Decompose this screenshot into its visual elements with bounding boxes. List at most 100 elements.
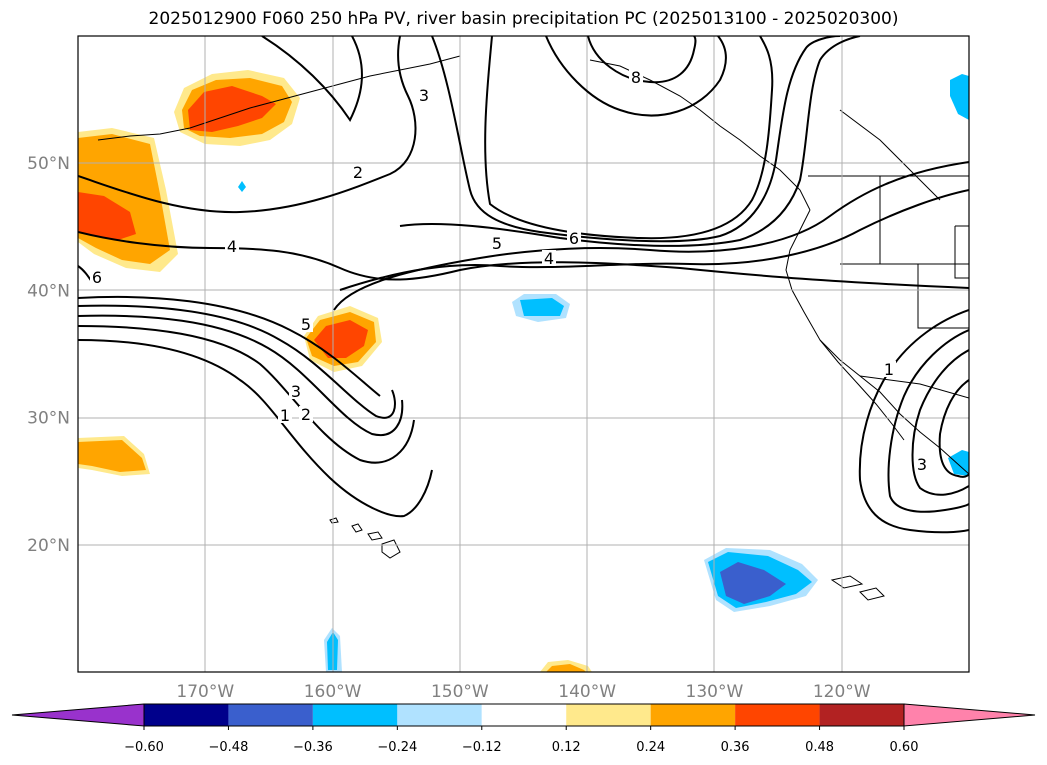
pv-contour-7 xyxy=(78,36,417,214)
pv-contour-3 xyxy=(78,314,404,437)
precip-positive-regions xyxy=(78,70,592,672)
colorbar-box xyxy=(228,704,313,726)
pv-contour-1 xyxy=(78,339,433,518)
contour-label: 6 xyxy=(92,268,102,287)
pv-contour-19 xyxy=(938,379,969,478)
island-3 xyxy=(367,531,383,541)
contour-label-bg xyxy=(299,316,313,332)
pv-contour-15 xyxy=(587,36,697,84)
colorbar-ticks: −0.60 −0.48 −0.36 −0.24 −0.12 0.12 0.24 0.36 0.4… xyxy=(124,726,918,755)
colorbar-box xyxy=(735,704,820,726)
lon-tick-label: 120°W xyxy=(813,682,871,702)
contour-label: 1 xyxy=(280,406,290,425)
contour-label: 3 xyxy=(291,382,301,401)
pv-contour-18 xyxy=(911,349,969,496)
colorbar-box xyxy=(819,704,904,726)
lon-tick-label: 130°W xyxy=(686,682,744,702)
contour-label: 6 xyxy=(569,229,579,248)
contour-label: 3 xyxy=(917,455,927,474)
contour-label-bg xyxy=(629,69,643,85)
island-east-2 xyxy=(859,587,885,601)
precip-blob-west-core xyxy=(78,192,136,240)
lon-ticks: 170°W 160°W 150°W 140°W 130°W 120°W xyxy=(176,682,870,702)
precip-negative-regions xyxy=(238,74,969,672)
contour-label-bg xyxy=(542,250,556,266)
chart-title: 2025012900 F060 250 hPa PV, river basin … xyxy=(148,9,899,29)
pv-contour-11 xyxy=(399,36,861,247)
lat-tick-label: 40°N xyxy=(27,281,70,301)
lon-tick-label: 160°W xyxy=(304,682,362,702)
colorbar-box xyxy=(312,704,398,726)
pv-contour-13 xyxy=(484,36,774,240)
colorbar-outline xyxy=(143,703,905,727)
contour-label: 2 xyxy=(301,405,311,424)
precip-neg-hawaii-east-core xyxy=(720,562,786,604)
pv-contour-16 xyxy=(858,309,969,534)
contour-label-bg xyxy=(278,407,292,423)
pv-contour-5 xyxy=(78,295,381,397)
contour-label-bg xyxy=(225,238,239,254)
colorbar-tick-label: −0.48 xyxy=(209,740,249,755)
contour-label-bg xyxy=(289,383,303,399)
pv-contour-10 xyxy=(333,161,969,311)
precip-blob-bottom-mid xyxy=(546,664,586,672)
contour-label: 4 xyxy=(544,249,554,268)
island-big xyxy=(381,539,401,559)
colorbar-tick-label: 0.24 xyxy=(636,740,665,755)
pv-contour-12 xyxy=(431,36,841,243)
lon-tick-label: 150°W xyxy=(431,682,489,702)
colorbar-tick-label: 0.48 xyxy=(805,740,834,755)
contour-label-bg xyxy=(567,230,581,246)
contour-label-bg xyxy=(351,164,365,180)
island-east-1 xyxy=(830,575,864,589)
island-2 xyxy=(351,523,363,533)
contour-label: 1 xyxy=(884,360,894,379)
pv-contour-8 xyxy=(261,36,363,122)
contour-label-bg xyxy=(299,406,313,422)
map-frame xyxy=(77,35,970,673)
contour-label: 5 xyxy=(301,315,311,334)
pv-contour-9 xyxy=(339,189,969,291)
contour-label: 3 xyxy=(419,86,429,105)
precip-neg-mid-pacific-core xyxy=(520,298,564,316)
colorbar xyxy=(11,703,1036,727)
lon-tick-label: 170°W xyxy=(176,682,234,702)
contour-label-bg xyxy=(882,361,896,377)
colorbar-tick-label: 0.36 xyxy=(721,740,750,755)
island-1 xyxy=(329,517,339,524)
us-state-line-3 xyxy=(917,264,969,329)
lat-ticks: 50°N 40°N 30°N 20°N xyxy=(27,154,70,556)
contour-label: 8 xyxy=(631,68,641,87)
precip-blob-aleutian-core xyxy=(188,86,276,132)
colorbar-box xyxy=(566,704,651,726)
contour-label-bg xyxy=(490,235,504,251)
lat-tick-label: 20°N xyxy=(27,536,70,556)
contour-label-bg xyxy=(90,269,104,285)
colorbar-tick-label: 0.12 xyxy=(552,740,581,755)
contour-label: 5 xyxy=(492,234,502,253)
colorbar-tick-label: −0.12 xyxy=(462,740,502,755)
contour-label-bg xyxy=(915,456,929,472)
precip-neg-dot xyxy=(238,181,246,192)
contour-label-bg xyxy=(417,87,431,103)
pv-contour-14 xyxy=(545,36,727,117)
lon-tick-label: 140°W xyxy=(558,682,616,702)
pv-contours xyxy=(78,36,969,534)
contour-label: 2 xyxy=(353,163,363,182)
colorbar-box xyxy=(397,704,482,726)
inset-box xyxy=(954,225,969,279)
precip-neg-ne-edge xyxy=(950,74,969,120)
colorbar-extend-min xyxy=(11,703,145,727)
us-mexico-border xyxy=(859,375,969,399)
pv-contour-4 xyxy=(78,304,396,419)
colorbar-tick-label: 0.60 xyxy=(890,740,919,755)
alaska-coast xyxy=(589,59,811,211)
lat-tick-label: 50°N xyxy=(27,154,70,174)
baja-peninsula xyxy=(819,339,905,441)
precip-blob-central-core xyxy=(314,320,368,358)
pv-contour-6 xyxy=(78,231,969,289)
na-west-coast xyxy=(785,209,969,475)
colorbar-box xyxy=(481,704,567,726)
colorbar-tick-label: −0.36 xyxy=(293,740,333,755)
